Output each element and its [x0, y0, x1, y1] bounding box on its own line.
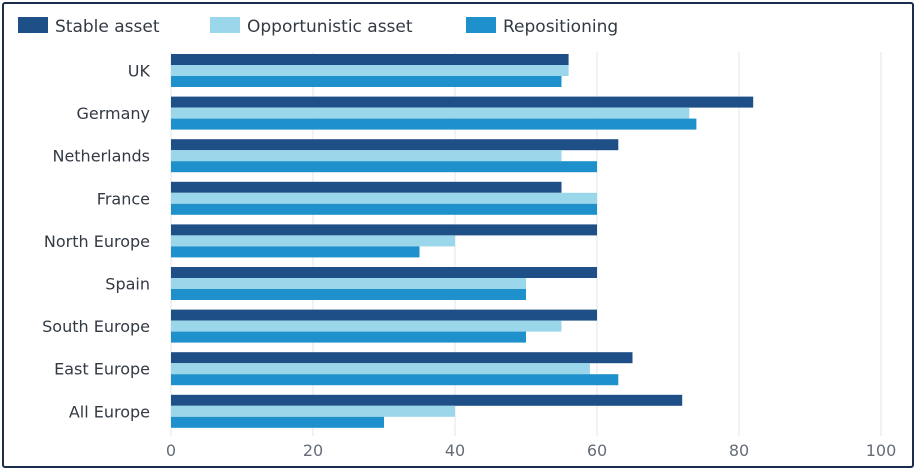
bar-germany-repositioning — [171, 118, 697, 130]
bar-netherlands-repositioning — [171, 161, 597, 173]
bar-spain-repositioning — [171, 289, 526, 300]
category-label: France — [97, 189, 150, 208]
category-label: Netherlands — [52, 147, 150, 166]
bar-east-europe-repositioning — [171, 374, 619, 386]
bar-spain-stable-asset — [171, 267, 597, 278]
bar-netherlands-opportunistic-asset — [171, 150, 562, 162]
bar-north-europe-opportunistic-asset — [171, 235, 455, 247]
bar-uk-stable-asset — [171, 54, 569, 65]
bar-uk-opportunistic-asset — [171, 65, 569, 76]
bar-netherlands-stable-asset — [171, 139, 619, 151]
bar-france-opportunistic-asset — [171, 192, 597, 204]
legend-swatch-stable-asset — [18, 17, 48, 33]
category-label: All Europe — [69, 402, 150, 421]
legend-label-opportunistic-asset: Opportunistic asset — [247, 17, 413, 37]
category-label: East Europe — [54, 360, 150, 379]
bar-all-europe-opportunistic-asset — [171, 405, 455, 417]
legend-swatch-opportunistic-asset — [210, 17, 240, 33]
bar-germany-opportunistic-asset — [171, 107, 690, 119]
bar-north-europe-stable-asset — [171, 224, 597, 236]
legend-swatch-repositioning — [466, 17, 496, 33]
x-tick-label: 0 — [166, 441, 176, 460]
x-tick-labels: 0 20 40 60 80 100 — [166, 441, 896, 460]
bar-all-europe-stable-asset — [171, 394, 683, 406]
bars — [171, 54, 754, 428]
bar-france-repositioning — [171, 203, 597, 215]
x-tick-label: 20 — [303, 441, 323, 460]
category-label: UK — [128, 62, 151, 81]
bar-north-europe-repositioning — [171, 246, 420, 258]
bar-south-europe-opportunistic-asset — [171, 320, 562, 332]
category-labels: UK Germany Netherlands France North Europe Sp… — [42, 62, 150, 422]
category-label: South Europe — [42, 317, 150, 336]
legend-label-stable-asset: Stable asset — [55, 17, 160, 37]
bar-south-europe-repositioning — [171, 331, 526, 343]
category-label: Spain — [105, 275, 150, 294]
bar-all-europe-repositioning — [171, 416, 384, 428]
x-tick-label: 40 — [445, 441, 465, 460]
bar-uk-repositioning — [171, 76, 562, 87]
bar-east-europe-stable-asset — [171, 352, 633, 364]
legend: Stable asset Opportunistic asset Repositio… — [18, 17, 618, 37]
x-tick-label: 100 — [866, 441, 897, 460]
bar-south-europe-stable-asset — [171, 309, 597, 321]
legend-label-repositioning: Repositioning — [503, 17, 618, 37]
bar-france-stable-asset — [171, 181, 562, 193]
bar-spain-opportunistic-asset — [171, 278, 526, 289]
category-label: Germany — [76, 104, 150, 123]
category-label: North Europe — [44, 232, 150, 251]
bar-east-europe-opportunistic-asset — [171, 363, 590, 375]
bar-germany-stable-asset — [171, 96, 754, 108]
x-tick-label: 60 — [587, 441, 607, 460]
x-tick-label: 80 — [729, 441, 749, 460]
